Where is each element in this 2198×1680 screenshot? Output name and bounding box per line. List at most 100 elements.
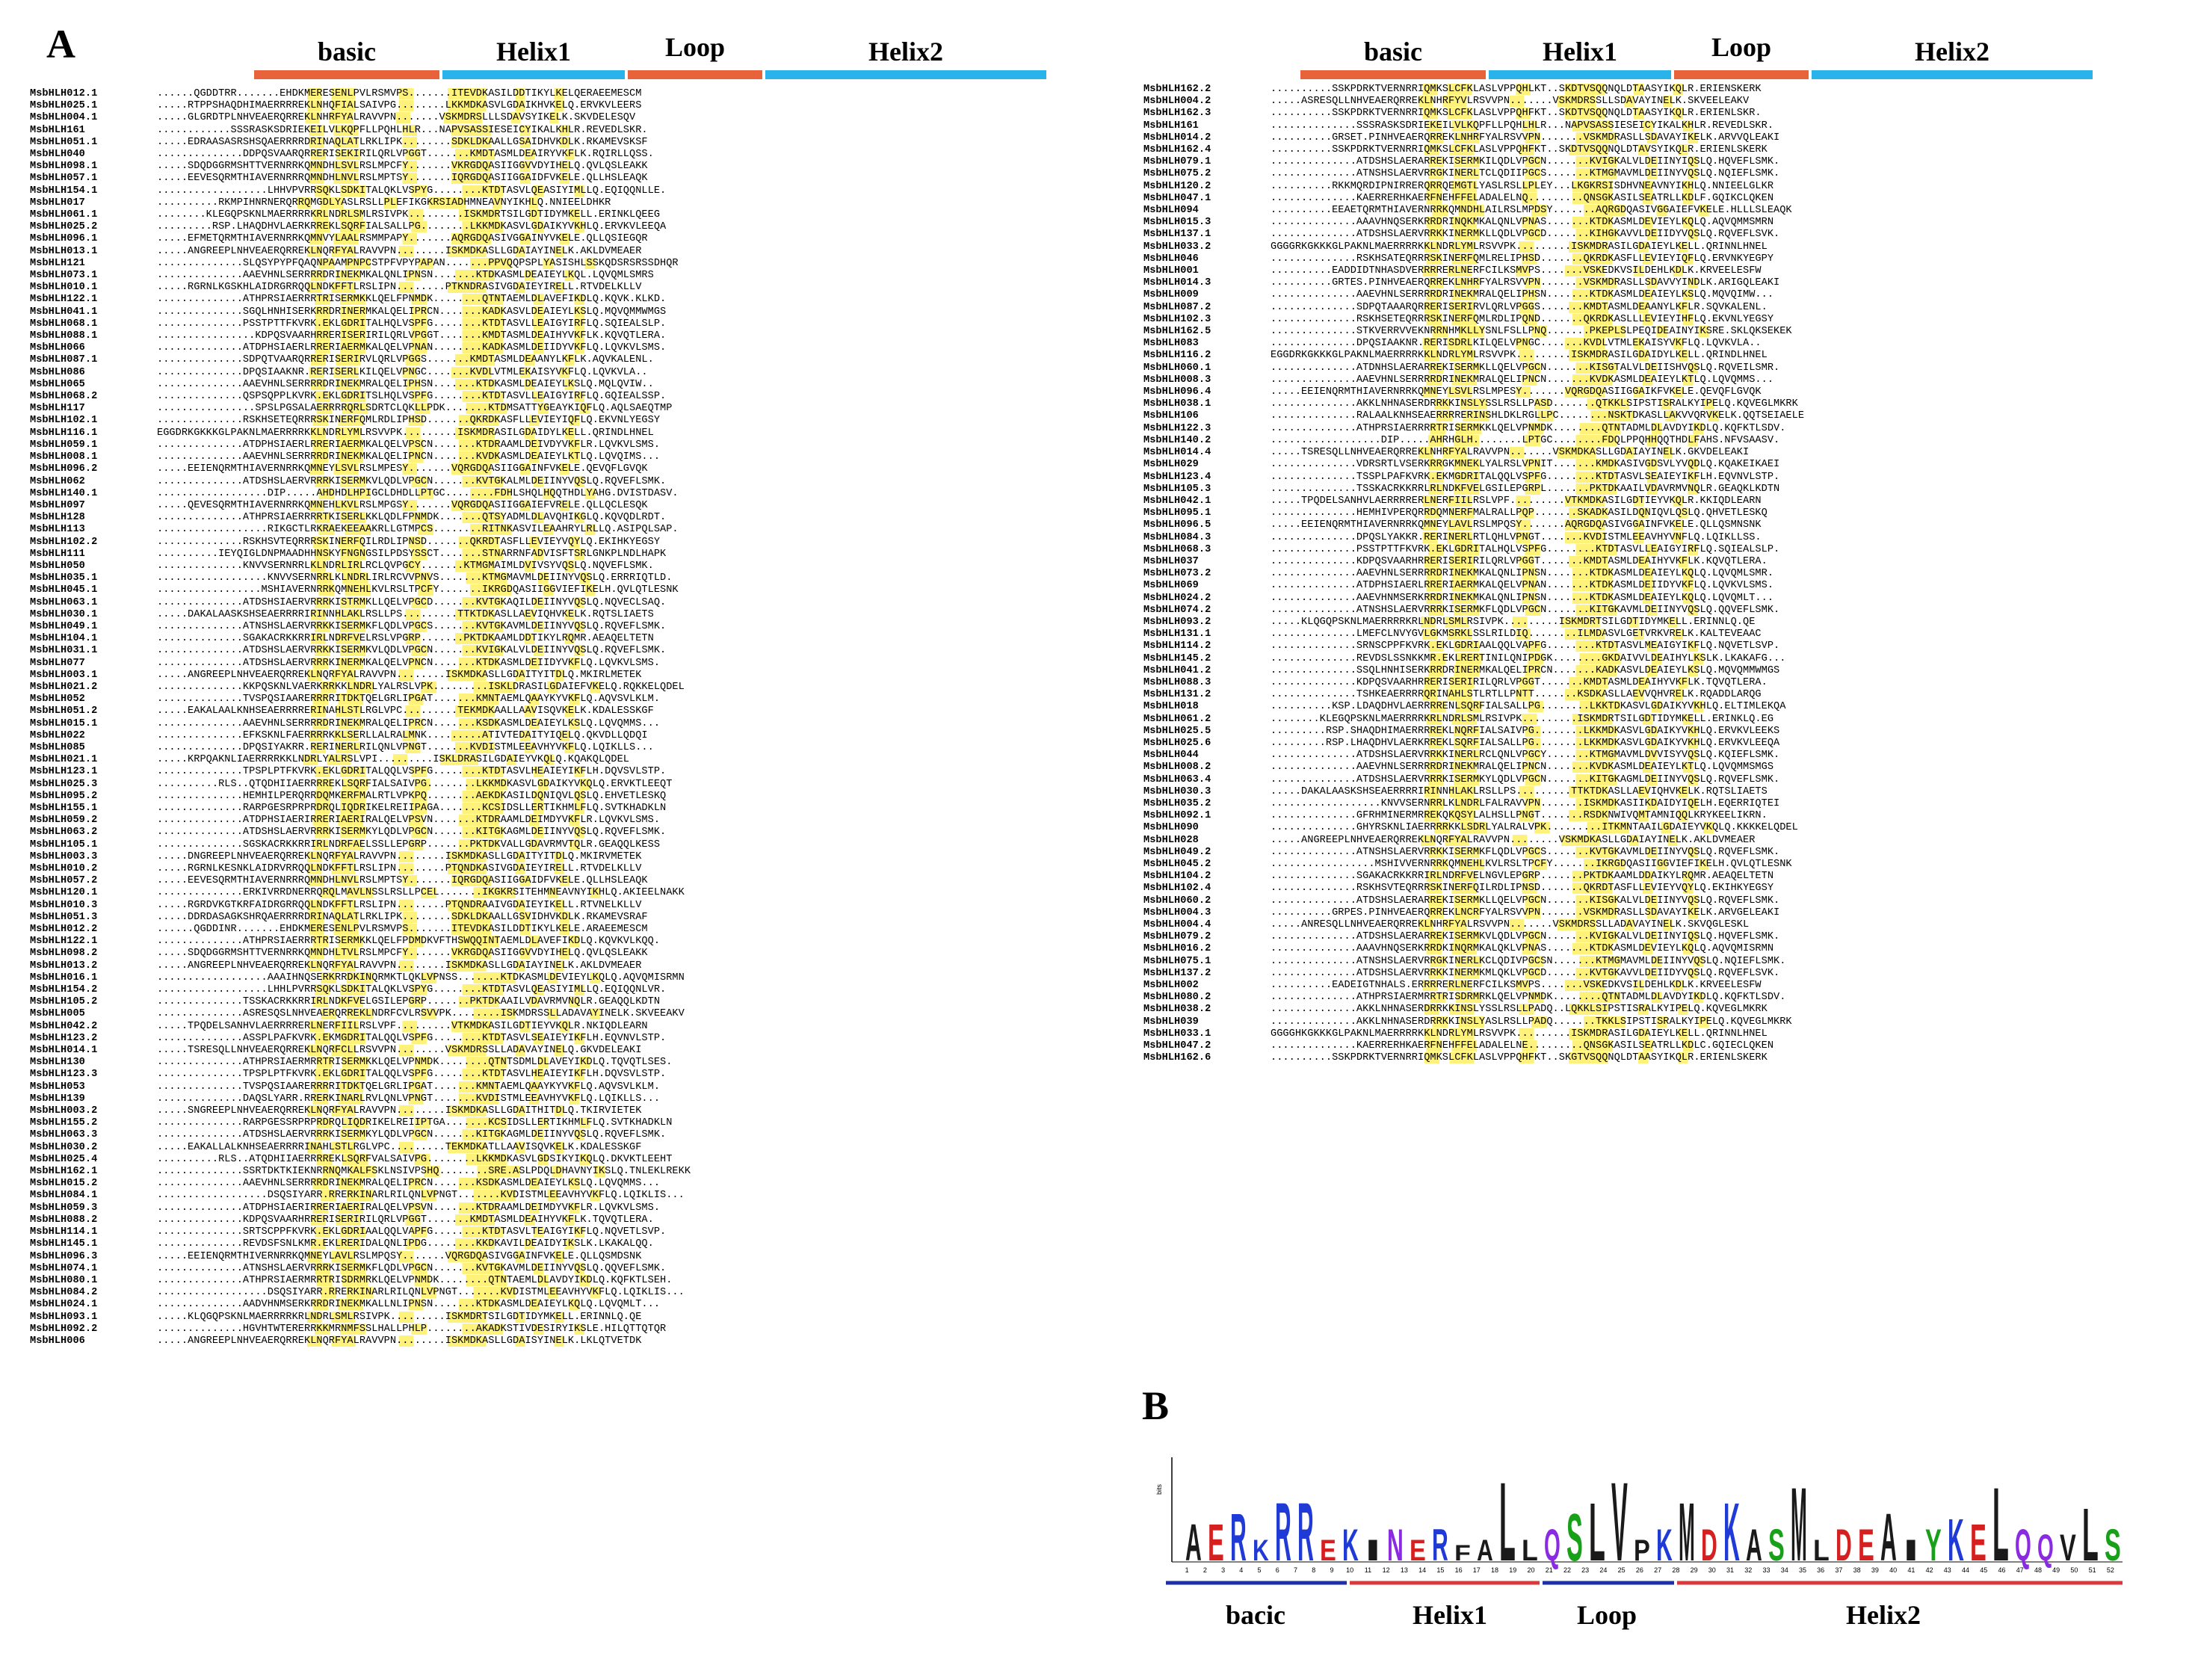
sequence-name: MsbHLH038.1 bbox=[1143, 398, 1211, 410]
alignment-row: MsbHLH014.2 ..........GRSET.PINHVEAERQRRE… bbox=[1143, 132, 1804, 144]
alignment-row: MsbHLH066 ..............ATDPHSIAERLRRERIA… bbox=[30, 342, 691, 354]
sequence-name: MsbHLH049.2 bbox=[1143, 846, 1211, 858]
sequence-residues: ..............AAEVHNLSERRRRDRINEKMRALQEL… bbox=[1271, 762, 1774, 773]
sequence-residues: ..............SGAKACRKKRRIRLNDRFVELNGVLE… bbox=[1271, 871, 1774, 883]
alignment-row: MsbHLH018 ..........KSP.LDAQDHVLAERRRRENL… bbox=[1143, 701, 1804, 713]
sequence-name: MsbHLH044 bbox=[1143, 750, 1199, 762]
logo-letter: A bbox=[1880, 1501, 1897, 1575]
logo-position-tick: 34 bbox=[1781, 1566, 1788, 1574]
sequence-name: MsbHLH116.1 bbox=[30, 427, 98, 439]
sequence-residues: .................MSHIVVERNRRKQMNEHLKVLRS… bbox=[1271, 859, 1792, 870]
logo-position-tick: 39 bbox=[1871, 1566, 1879, 1574]
alignment-row: MsbHLH122.1 ..............ATHPRSIAERRRTRI… bbox=[30, 294, 691, 306]
region-loop-left: Loop bbox=[628, 31, 762, 79]
logo-region-bacic: bacic bbox=[1226, 1600, 1285, 1630]
logo-position-tick: 20 bbox=[1527, 1566, 1534, 1574]
logo-letter: R bbox=[1275, 1486, 1291, 1578]
sequence-residues: .....TSRESQLLNHVEAERQRREKLNQRFCLLRSVVPN.… bbox=[157, 1045, 642, 1057]
sequence-residues: ..........GRSET.PINHVEAERQRREKLNHRFYALRS… bbox=[1271, 132, 1780, 143]
logo-letter: E bbox=[1858, 1520, 1874, 1570]
logo-position-tick: 45 bbox=[1980, 1566, 1987, 1574]
sequence-name: MsbHLH075.2 bbox=[1143, 168, 1211, 180]
region-bar-basic-left bbox=[254, 70, 439, 79]
sequence-residues: ..............KAERRERHKAERFNEHFFELADALEL… bbox=[1271, 1040, 1774, 1052]
sequence-residues: .........RSP.LHAQDHVLAERKRREKLSQRFIALSAL… bbox=[1271, 737, 1780, 749]
sequence-residues: ..............EFKSKNLFAERRRRKKLSERLLALRA… bbox=[157, 729, 648, 741]
logo-position-tick: 26 bbox=[1636, 1566, 1643, 1574]
sequence-name: MsbHLH161 bbox=[1143, 120, 1199, 132]
alignment-row: MsbHLH105.3 ..............TSSKACRKKRRLRLN… bbox=[1143, 483, 1804, 495]
alignment-row: MsbHLH117 ................SPSLPGSALAERRRR… bbox=[30, 403, 691, 415]
sequence-name: MsbHLH084.1 bbox=[30, 1190, 98, 1202]
sequence-name: MsbHLH087.1 bbox=[30, 354, 98, 366]
sequence-residues: ..............ATNSHSLAERVRRRKISERMKFLQDL… bbox=[1271, 604, 1780, 616]
sequence-name: MsbHLH116.2 bbox=[1143, 350, 1211, 362]
logo-position-tick: 5 bbox=[1258, 1566, 1262, 1574]
sequence-residues: ..............ATDSHSLAERVRRRKISERMKYLQDL… bbox=[157, 1129, 667, 1141]
sequence-name: MsbHLH120.1 bbox=[30, 887, 98, 899]
region-bar-basic-right bbox=[1300, 70, 1486, 79]
sequence-name: MsbHLH016.2 bbox=[1143, 943, 1211, 955]
sequence-residues: ..............TSSKACRKKRRIRLNDKFVELGSILE… bbox=[157, 996, 661, 1008]
sequence-residues: ..............ATHPRSIAERRRRTKISERLKKLQDL… bbox=[157, 512, 667, 524]
sequence-name: MsbHLH042.1 bbox=[1143, 495, 1211, 507]
sequence-residues: ..................DIP.....AHRHGLH.......… bbox=[1271, 434, 1780, 446]
logo-letter: E bbox=[1970, 1513, 1986, 1572]
sequence-name: MsbHLH087.2 bbox=[1143, 301, 1211, 313]
sequence-residues: ..................DSQSIYARR.RRERKINARLRI… bbox=[157, 1190, 685, 1202]
sequence-residues: ......QGDDINR.......EHDKMERESENLPVLRSMVP… bbox=[157, 924, 648, 936]
sequence-residues: .....EAKALLALKNHSEAERRRRINAHLSTLRGLVPC..… bbox=[157, 1141, 642, 1153]
sequence-name: MsbHLH096.3 bbox=[30, 1250, 98, 1262]
alignment-row: MsbHLH060.1 ..............ATDNHSLAERARREK… bbox=[1143, 362, 1804, 374]
sequence-residues: .....TPQDELSANHVLAERRRRERLNERFIILRSLVPF.… bbox=[157, 1020, 648, 1032]
sequence-residues: GGGGRKGKKKGLPAKNLMAERRRRKKLNDRLYMLRSVVPK… bbox=[1271, 241, 1768, 253]
logo-position-tick: 33 bbox=[1762, 1566, 1770, 1574]
region-basic-right: basic bbox=[1300, 36, 1486, 79]
alignment-row: MsbHLH004.2 .....ASRESQLLNHVEAERQRREKLNHR… bbox=[1143, 96, 1804, 108]
sequence-residues: ..............HEMHILPERQRRDQMKERFMALRTLV… bbox=[157, 790, 667, 802]
alignment-row: MsbHLH035.2 ..................KNVVSERNRRL… bbox=[1143, 797, 1804, 810]
sequence-residues: .....EEIENQRMTHIAVERNRRKQMNEYLSVLRSLMPES… bbox=[157, 463, 648, 475]
alignment-row: MsbHLH105.2 ..............TSSKACRKKRRIRLN… bbox=[30, 996, 691, 1008]
sequence-name: MsbHLH095.1 bbox=[1143, 507, 1211, 519]
sequence-logo: bits 1 2 3 4 5 6 7 8 9 10 11 12 13 14 15 16 17 18 19 20 21 22… bbox=[1151, 1450, 2182, 1674]
alignment-row: MsbHLH004.3 ..........GRPES.PINHVEAERQRRE… bbox=[1143, 907, 1804, 919]
sequence-name: MsbHLH013.2 bbox=[30, 960, 98, 972]
sequence-name: MsbHLH105.3 bbox=[1143, 483, 1211, 495]
alignment-left: MsbHLH012.1 ......QGDDTRR.......EHDKMERES… bbox=[30, 88, 691, 1347]
sequence-name: MsbHLH111 bbox=[30, 548, 85, 560]
sequence-name: MsbHLH131.2 bbox=[1143, 689, 1211, 701]
logo-position-tick: 46 bbox=[1998, 1566, 2005, 1574]
alignment-row: MsbHLH087.1 ..............SDPQTVAARQRRERI… bbox=[30, 354, 691, 366]
sequence-name: MsbHLH162.6 bbox=[1143, 1052, 1211, 1064]
alignment-row: MsbHLH051.1 .....EDRAASASRSHSQAERRRRDRINA… bbox=[30, 136, 691, 149]
sequence-residues: ..............TSSKACRKKRRLRLNDKFVELGSILE… bbox=[1271, 483, 1780, 495]
sequence-residues: ..............ATHPRSIAERMRRTRISDRMRKLQEL… bbox=[157, 1274, 673, 1286]
sequence-residues: ..................DIP.....AHDHDLHPIGCLDH… bbox=[157, 487, 679, 499]
sequence-residues: ..............STKVERRVVEKNRRNHMKLLYSNLFS… bbox=[1271, 326, 1792, 338]
sequence-residues: ..............ATDPHSIAERIRRERIAERIRALQEL… bbox=[157, 1202, 661, 1214]
alignment-row: MsbHLH016.1 ..................AAAIHNQSERK… bbox=[30, 972, 691, 984]
alignment-row: MsbHLH113 ..................RIKGCTLRKRAEK… bbox=[30, 524, 691, 536]
logo-position-tick: 2 bbox=[1203, 1566, 1207, 1574]
sequence-name: MsbHLH010.3 bbox=[30, 899, 98, 911]
sequence-name: MsbHLH114.1 bbox=[30, 1226, 98, 1238]
alignment-row: MsbHLH084.3 ..............DPQSLYAKKR.RERI… bbox=[1143, 531, 1804, 544]
alignment-row: MsbHLH120.2 ..........RKKMQRDIPNIRRERQRRQ… bbox=[1143, 180, 1804, 193]
alignment-row: MsbHLH010.1 .....RGRNLKGSKHLAIDRGRRQQLNDK… bbox=[30, 282, 691, 294]
sequence-residues: ..............ATDSHSLAERARREKISERMKLLQEL… bbox=[1271, 895, 1780, 907]
alignment-row: MsbHLH084.2 ..................DSQSIYARR.R… bbox=[30, 1287, 691, 1299]
sequence-residues: ..............ATDSHSLAERVRRRKISERMKVLQDL… bbox=[157, 475, 667, 487]
sequence-name: MsbHLH047.2 bbox=[1143, 1040, 1211, 1052]
alignment-row: MsbHLH038.1 ..............AKKLNHNASERDRRK… bbox=[1143, 398, 1804, 410]
sequence-residues: ..............ASRESQSLNHVEAERQRREKLNDRFC… bbox=[157, 1008, 685, 1020]
sequence-residues: ..............ATHPRSIAERRRTRISERMKKLQELF… bbox=[157, 936, 661, 948]
alignment-row: MsbHLH033.2 GGGGRKGKKKGLPAKNLMAERRRRKKLND… bbox=[1143, 241, 1804, 253]
sequence-residues: ..............RALAALKNHSEAERRRRERINSHLDK… bbox=[1271, 410, 1805, 422]
alignment-row: MsbHLH090 ..............GHYRSKNLIAERRRRKK… bbox=[1143, 822, 1804, 834]
sequence-name: MsbHLH022 bbox=[30, 729, 85, 741]
alignment-row: MsbHLH114.1 ..............SRTSCPPFKVRK.EK… bbox=[30, 1226, 691, 1238]
alignment-row: MsbHLH033.1 GGGGHKGKKKGLPAKNLMAERRRRKKLND… bbox=[1143, 1028, 1804, 1040]
alignment-row: MsbHLH042.2 .....TPQDELSANHVLAERRRRERLNER… bbox=[30, 1020, 691, 1033]
sequence-name: MsbHLH122.3 bbox=[1143, 422, 1211, 434]
